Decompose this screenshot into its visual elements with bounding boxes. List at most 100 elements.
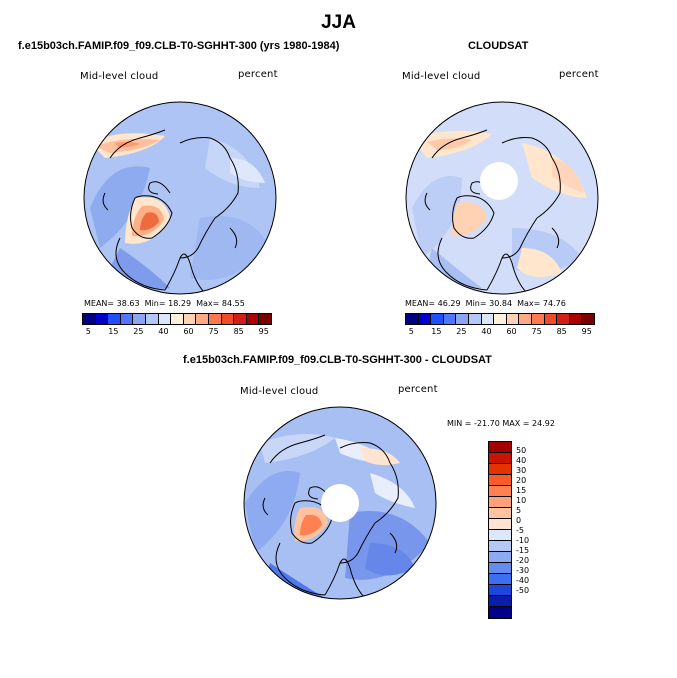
min-label: Min= [465,299,487,308]
coastline [452,195,495,239]
colorbar-tick-label: 20 [516,476,527,485]
panel-model-units: percent [238,69,278,80]
panel-model-colorbar [82,313,272,325]
colorbar-tick-label: 60 [506,327,517,336]
min-value: 30.84 [489,299,513,308]
panel-model-title: f.e15b03ch.FAMIP.f09_f09.CLB-T0-SGHHT-30… [18,40,340,52]
map-field-contour [517,248,562,277]
coastline [501,137,553,159]
colorbar-tick-label: 15 [516,486,527,495]
coastline [148,181,171,195]
coastline [115,237,166,291]
coastlines [102,129,239,294]
colorbar-swatch [133,314,146,324]
coastline [486,253,528,294]
colorbar-swatch [246,314,260,324]
coastline [308,486,331,500]
panel-diff-variable: Mid-level cloud [240,386,319,397]
colorbar-tick-label: -50 [516,586,530,595]
colorbar-swatch [489,475,511,486]
colorbar-tick-label: -40 [516,576,530,585]
colorbar-swatch [158,314,172,324]
coastline [324,558,366,599]
colorbar-tick-label: -5 [516,526,524,535]
map-field-contour [140,212,159,231]
panel-diff-colorbar-ticks: 50 40 30 20 15 10 5 0 -5 -10 -15 -20 -30 -40 -50 [516,441,546,601]
colorbar-swatch [145,314,159,324]
colorbar-tick-label: 75 [208,327,219,336]
coastline [102,192,109,211]
mean-value: 46.29 [437,299,461,308]
colorbar-swatch [259,314,271,324]
panel-model-map [83,101,277,295]
colorbar-swatch [95,314,109,324]
map-field-contour [230,158,265,183]
colorbar-swatch [171,314,184,324]
map-field-contour [365,543,415,576]
panel-cloudsat-title: CLOUDSAT [468,40,529,52]
map-boundary [83,101,277,295]
panel-cloudsat-colorbar-ticks: 5 15 25 40 60 75 85 95 [405,327,595,337]
colorbar-tick-label: 15 [108,327,119,336]
coastline [164,253,206,294]
coastline [229,227,238,249]
figure-title: JJA [321,12,356,33]
colorbar-swatch [494,314,507,324]
colorbar-tick-label: 40 [516,456,527,465]
coastline [431,129,488,159]
map-field-contour [370,473,415,508]
colorbar-swatch [489,497,511,508]
mean-label: MEAN= [405,299,436,308]
colorbar-tick-label: 50 [516,446,527,455]
coastline [109,129,166,159]
colorbar-swatch [83,314,96,324]
colorbar-swatch [557,314,570,324]
colorbar-swatch [489,464,511,475]
colorbar-tick-label: 25 [133,327,144,336]
colorbar-swatch [208,314,222,324]
panel-model-variable: Mid-level cloud [80,71,159,82]
colorbar-tick-label: -10 [516,536,530,545]
coastline [130,195,173,239]
colorbar-tick-label: 25 [456,327,467,336]
max-label: Max= [196,299,220,308]
map-field-contour [300,514,322,536]
panel-diff-title: f.e15b03ch.FAMIP.f09_f09.CLB-T0-SGHHT-30… [183,354,492,366]
colorbar-tick-label: 75 [531,327,542,336]
map-field-contour [412,176,462,258]
colorbar-swatch [183,314,197,324]
map-field-contour [452,202,487,237]
map-field-contour [427,138,472,150]
colorbar-tick-label: 60 [183,327,194,336]
colorbar-swatch [108,314,121,324]
colorbar-tick-label: 40 [481,327,492,336]
polar-data-gap [321,484,359,522]
panel-cloudsat-stats: MEAN= 46.29 Min= 30.84 Max= 74.76 [405,299,566,308]
coastline [290,500,333,544]
panel-cloudsat-variable: Mid-level cloud [402,71,481,82]
colorbar-swatch [506,314,520,324]
panel-diff-units: percent [398,384,438,395]
colorbar-swatch [489,508,511,519]
panel-cloudsat-colorbar [405,313,595,325]
colorbar-swatch [489,552,511,563]
colorbar-tick-label: 85 [233,327,244,336]
colorbar-swatch [569,314,583,324]
colorbar-tick-label: 95 [258,327,269,336]
mean-label: MEAN= [84,299,115,308]
min-label: Min= [144,299,166,308]
coastline [437,237,488,291]
panel-cloudsat-map [405,101,599,295]
colorbar-swatch [544,314,558,324]
colorbar-tick-label: -20 [516,556,530,565]
map-field-contour [260,434,335,463]
max-label: Max= [517,299,541,308]
coastline [339,522,376,564]
colorbar-swatch [196,314,209,324]
panel-model-stats: MEAN= 38.63 Min= 18.29 Max= 84.55 [84,299,245,308]
colorbar-tick-label: -30 [516,566,530,575]
colorbar-swatch [443,314,457,324]
colorbar-swatch [431,314,444,324]
coastline [551,227,560,249]
